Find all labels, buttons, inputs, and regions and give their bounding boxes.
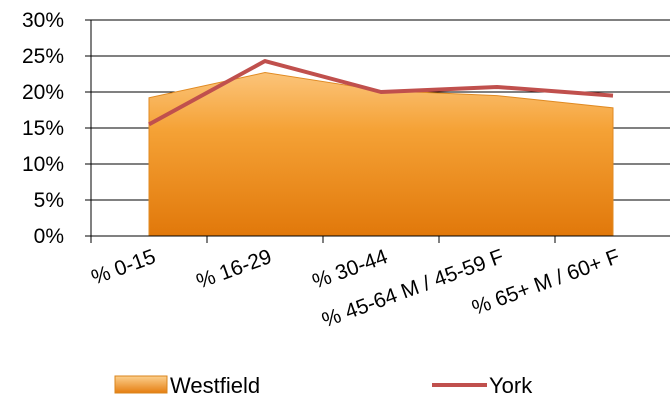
legend-swatch-westfield xyxy=(114,375,168,394)
york-line-layer xyxy=(148,59,614,127)
westfield-area xyxy=(148,72,614,237)
y-tick-label: 25% xyxy=(22,45,64,68)
y-axis-tick-labels: 0% 5% 10% 15% 20% 25% 30% xyxy=(22,9,64,248)
westfield-area-layer xyxy=(148,72,614,237)
axes xyxy=(85,19,670,243)
x-category-label: % 0-15 xyxy=(88,245,158,289)
x-category-label: % 16-29 xyxy=(193,245,274,293)
legend-label-westfield: Westfield xyxy=(170,373,260,398)
y-tick-label: 10% xyxy=(22,153,64,176)
legend: Westfield York xyxy=(114,373,533,398)
x-category-label: % 30-44 xyxy=(309,245,391,293)
y-tick-label: 20% xyxy=(22,81,64,104)
y-tick-label: 0% xyxy=(34,225,64,248)
legend-label-york: York xyxy=(489,373,533,398)
york-line xyxy=(148,59,614,127)
y-tick-label: 5% xyxy=(34,189,64,212)
y-tick-label: 15% xyxy=(22,117,64,140)
x-axis-category-labels: % 0-15% 16-29% 30-44% 45-64 M / 45-59 F%… xyxy=(88,245,622,332)
y-tick-label: 30% xyxy=(22,9,64,32)
